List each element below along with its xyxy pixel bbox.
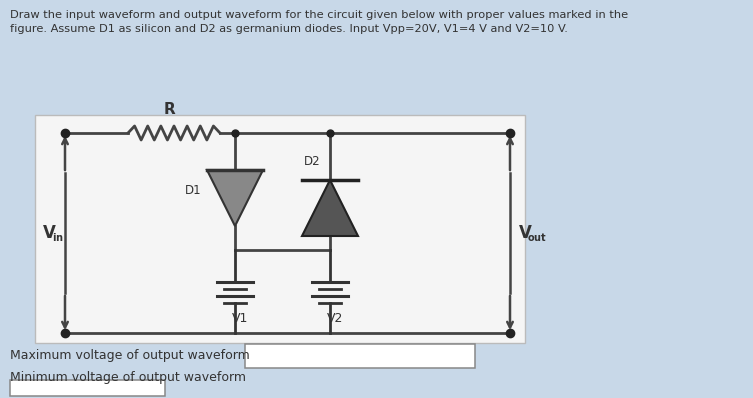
Text: R: R: [164, 102, 175, 117]
Text: $\mathbf{in}$: $\mathbf{in}$: [53, 231, 64, 243]
Text: $\mathbf{out}$: $\mathbf{out}$: [527, 231, 547, 243]
FancyBboxPatch shape: [35, 115, 525, 343]
Text: figure. Assume D1 as silicon and D2 as germanium diodes. Input Vpp=20V, V1=4 V a: figure. Assume D1 as silicon and D2 as g…: [10, 24, 568, 34]
Text: V1: V1: [232, 312, 248, 326]
Text: V2: V2: [327, 312, 343, 326]
Text: $\mathbf{V}$: $\mathbf{V}$: [518, 224, 533, 242]
FancyBboxPatch shape: [245, 344, 475, 368]
Text: Minimum voltage of output waveform: Minimum voltage of output waveform: [10, 371, 246, 384]
Text: Maximum voltage of output waveform: Maximum voltage of output waveform: [10, 349, 250, 363]
Polygon shape: [302, 180, 358, 236]
Text: D1: D1: [185, 183, 202, 197]
Polygon shape: [207, 170, 263, 226]
FancyBboxPatch shape: [10, 380, 165, 396]
Text: $\mathbf{V}$: $\mathbf{V}$: [42, 224, 57, 242]
Text: D2: D2: [304, 155, 321, 168]
Text: Draw the input waveform and output waveform for the circuit given below with pro: Draw the input waveform and output wavef…: [10, 10, 628, 20]
